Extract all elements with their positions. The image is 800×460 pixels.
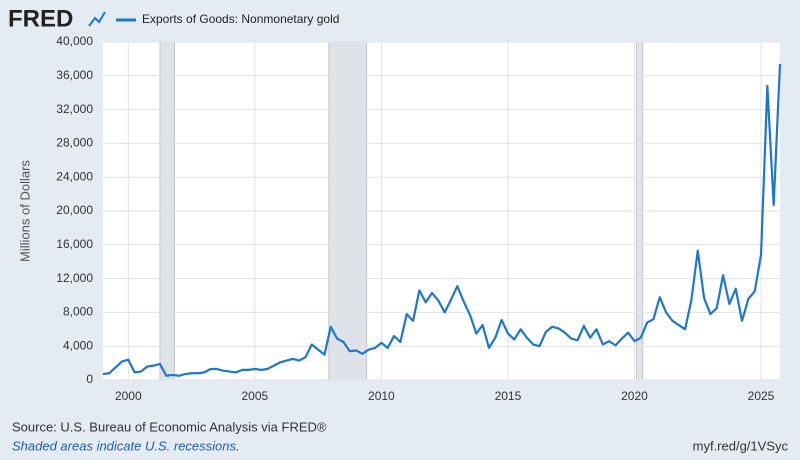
recession-note: Shaded areas indicate U.S. recessions. xyxy=(12,438,240,453)
y-axis-label: Millions of Dollars xyxy=(17,160,32,262)
x-tick-label: 2025 xyxy=(748,389,775,403)
y-tick-label: 36,000 xyxy=(56,68,93,82)
legend-label: Exports of Goods: Nonmonetary gold xyxy=(142,12,339,26)
x-tick-label: 2005 xyxy=(241,389,268,403)
logo: FRED xyxy=(8,5,73,32)
y-tick-label: 8,000 xyxy=(63,305,93,319)
x-tick-label: 2010 xyxy=(368,389,395,403)
x-tick-label: 2020 xyxy=(621,389,648,403)
source: Source: U.S. Bureau of Economic Analysis… xyxy=(12,419,327,434)
y-tick-label: 28,000 xyxy=(56,136,93,150)
short-link[interactable]: myf.red/g/1VSyc xyxy=(693,438,789,453)
y-tick-label: 12,000 xyxy=(56,271,93,285)
y-tick-label: 24,000 xyxy=(56,169,93,183)
y-tick-label: 20,000 xyxy=(56,203,93,217)
data-line xyxy=(102,63,782,377)
x-tick-label: 2000 xyxy=(115,389,142,403)
y-tick-label: 4,000 xyxy=(63,338,93,352)
y-tick-label: 0 xyxy=(86,372,93,386)
x-tick-label: 2015 xyxy=(495,389,522,403)
y-tick-label: 16,000 xyxy=(56,237,93,251)
logo-icon xyxy=(88,11,106,27)
y-tick-label: 40,000 xyxy=(56,34,93,48)
y-tick-label: 32,000 xyxy=(56,102,93,116)
